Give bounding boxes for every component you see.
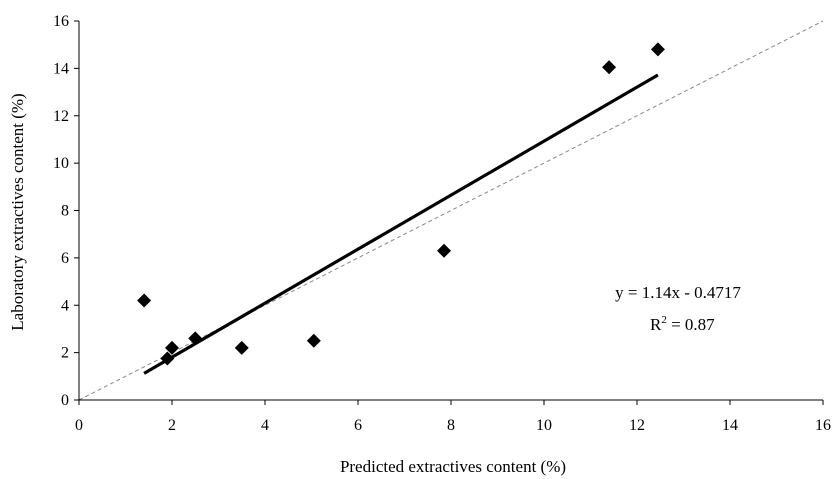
- x-tick-label: 14: [722, 417, 738, 434]
- x-tick-label: 2: [168, 417, 176, 434]
- y-tick-label: 8: [61, 203, 69, 220]
- y-tick-label: 14: [53, 60, 69, 77]
- y-tick-label: 6: [61, 250, 69, 267]
- axes: 0 2 4 6 8 10 12 14 16 0 2 4 6 8 10 12 14 16: [53, 13, 831, 434]
- data-point: [306, 333, 321, 348]
- data-point: [234, 340, 249, 355]
- x-axis-title: Predicted extractives content (%): [340, 457, 566, 476]
- y-tick-label: 10: [53, 155, 69, 172]
- r-squared-value: = 0.87: [667, 315, 715, 334]
- data-point: [165, 340, 179, 355]
- x-tick-label: 10: [536, 417, 552, 434]
- r-squared-r: R: [650, 315, 662, 334]
- y-tick-label: 0: [61, 392, 69, 409]
- x-tick-label: 0: [75, 417, 83, 434]
- data-point: [188, 331, 203, 346]
- regression-equation: y = 1.14x - 0.4717: [615, 283, 741, 302]
- x-tick-label: 16: [815, 417, 831, 434]
- data-point: [650, 42, 665, 57]
- data-point: [137, 293, 152, 308]
- reference-line-y-equals-x: [78, 20, 824, 401]
- x-tick-label: 8: [447, 417, 455, 434]
- y-tick-label: 12: [53, 108, 69, 125]
- x-tick-label: 4: [261, 417, 269, 434]
- y-tick-label: 2: [61, 345, 69, 362]
- y-tick-label: 4: [61, 297, 69, 314]
- data-point: [160, 351, 175, 366]
- x-tick-label: 6: [354, 417, 362, 434]
- y-tick-label: 16: [53, 13, 69, 30]
- data-points: [137, 42, 665, 366]
- data-point: [437, 243, 452, 258]
- r-squared-label: R2 = 0.87: [650, 314, 715, 334]
- x-tick-label: 12: [629, 417, 645, 434]
- trendline: [143, 73, 659, 375]
- y-axis-title: Laboratory extractives content (%): [8, 93, 27, 330]
- data-point: [602, 60, 617, 75]
- r-squared-superscript: 2: [661, 314, 667, 326]
